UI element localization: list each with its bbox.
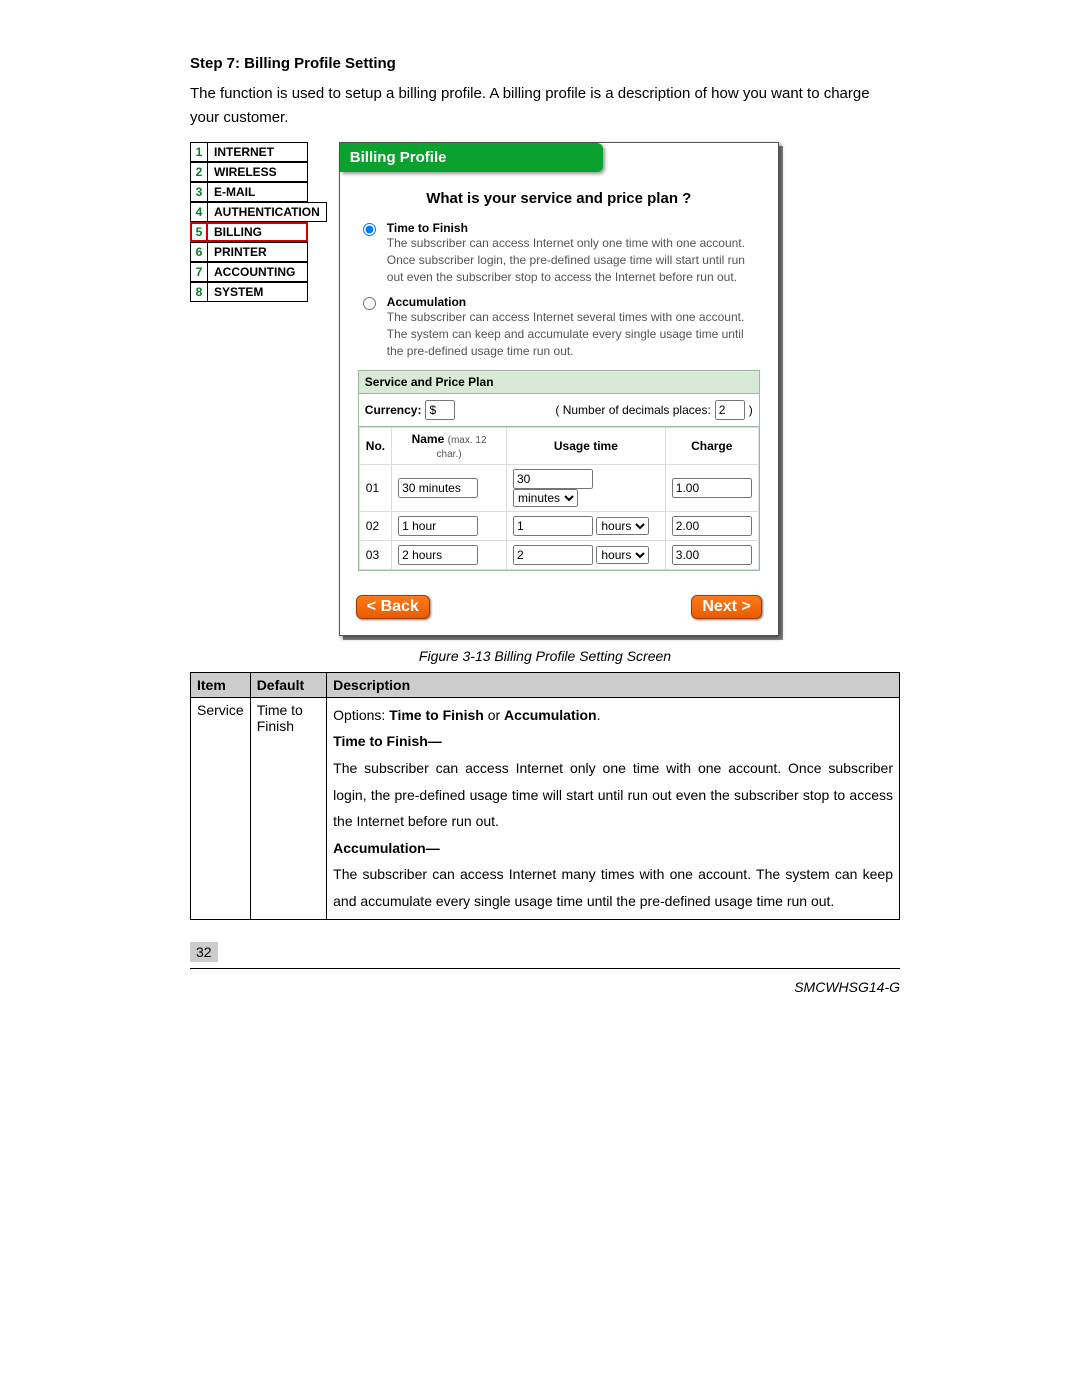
nav-item-internet[interactable]: 1INTERNET [190, 142, 327, 162]
col-no: No. [359, 427, 391, 464]
usage-unit-select[interactable]: minutes [513, 489, 578, 507]
col-default: Default [250, 672, 326, 697]
nav-number: 4 [190, 202, 208, 222]
description-table: Item Default Description Service Time to… [190, 672, 900, 920]
decimals-label-pre: ( Number of decimals places: [555, 403, 710, 417]
footer-model: SMCWHSG14-G [190, 968, 900, 995]
option-title: Time to Finish [387, 221, 760, 235]
charge-input[interactable] [672, 478, 752, 498]
panel-question: What is your service and price plan ? [358, 190, 760, 207]
nav-number: 3 [190, 182, 208, 202]
nav-label: SYSTEM [208, 282, 308, 302]
col-item: Item [191, 672, 251, 697]
nav-item-system[interactable]: 8SYSTEM [190, 282, 327, 302]
nav-item-authentication[interactable]: 4AUTHENTICATION [190, 202, 327, 222]
wizard-nav: 1INTERNET2WIRELESS3E-MAIL4AUTHENTICATION… [190, 142, 327, 302]
plan-row: 03 hours [359, 540, 758, 569]
screenshot: 1INTERNET2WIRELESS3E-MAIL4AUTHENTICATION… [190, 142, 900, 636]
col-charge: Charge [665, 427, 758, 464]
figure-caption: Figure 3-13 Billing Profile Setting Scre… [190, 648, 900, 664]
nav-number: 7 [190, 262, 208, 282]
col-description: Description [327, 672, 900, 697]
nav-number: 5 [190, 222, 208, 242]
currency-input[interactable] [425, 400, 455, 420]
billing-profile-panel: Billing Profile What is your service and… [339, 142, 779, 636]
option-title: Accumulation [387, 295, 760, 309]
col-name: Name (max. 12 char.) [392, 427, 507, 464]
nav-number: 6 [190, 242, 208, 262]
service-price-plan-section: Service and Price Plan Currency: ( Numbe… [358, 370, 760, 571]
row-no: 02 [359, 511, 391, 540]
plan-name-input[interactable] [398, 516, 478, 536]
usage-value-input[interactable] [513, 516, 593, 536]
panel-header: Billing Profile [340, 143, 603, 172]
step-title: Step 7: Billing Profile Setting [190, 55, 900, 72]
service-option: AccumulationThe subscriber can access In… [358, 295, 760, 359]
description-cell: Options: Time to Finish or Accumulation.… [327, 697, 900, 919]
plan-name-input[interactable] [398, 478, 478, 498]
section-title: Service and Price Plan [359, 371, 759, 394]
decimals-input[interactable] [715, 400, 745, 420]
service-radio[interactable] [363, 297, 376, 310]
nav-label: AUTHENTICATION [208, 202, 327, 222]
usage-value-input[interactable] [513, 469, 593, 489]
nav-number: 1 [190, 142, 208, 162]
service-option: Time to FinishThe subscriber can access … [358, 221, 760, 285]
decimals-label-post: ) [749, 403, 753, 417]
default-cell: Time to Finish [250, 697, 326, 919]
currency-label: Currency: [365, 403, 422, 417]
row-no: 01 [359, 464, 391, 511]
charge-input[interactable] [672, 545, 752, 565]
nav-item-printer[interactable]: 6PRINTER [190, 242, 327, 262]
usage-unit-select[interactable]: hours [596, 546, 649, 564]
plan-name-input[interactable] [398, 545, 478, 565]
charge-input[interactable] [672, 516, 752, 536]
col-usage: Usage time [507, 427, 666, 464]
plan-row: 02 hours [359, 511, 758, 540]
page-number: 32 [190, 942, 218, 962]
usage-value-input[interactable] [513, 545, 593, 565]
nav-item-e-mail[interactable]: 3E-MAIL [190, 182, 327, 202]
step-description: The function is used to setup a billing … [190, 82, 900, 130]
option-desc: The subscriber can access Internet only … [387, 235, 760, 285]
service-radio[interactable] [363, 223, 376, 236]
nav-label: E-MAIL [208, 182, 308, 202]
plan-table: No. Name (max. 12 char.) Usage time Char… [359, 427, 759, 570]
nav-label: WIRELESS [208, 162, 308, 182]
item-cell: Service [191, 697, 251, 919]
nav-item-accounting[interactable]: 7ACCOUNTING [190, 262, 327, 282]
nav-number: 8 [190, 282, 208, 302]
plan-row: 01 minutes [359, 464, 758, 511]
option-desc: The subscriber can access Internet sever… [387, 309, 760, 359]
nav-label: ACCOUNTING [208, 262, 308, 282]
nav-item-wireless[interactable]: 2WIRELESS [190, 162, 327, 182]
nav-number: 2 [190, 162, 208, 182]
row-no: 03 [359, 540, 391, 569]
nav-label: INTERNET [208, 142, 308, 162]
nav-item-billing[interactable]: 5BILLING [190, 222, 327, 242]
nav-label: BILLING [208, 222, 308, 242]
usage-unit-select[interactable]: hours [596, 517, 649, 535]
next-button[interactable]: Next > [691, 595, 761, 619]
back-button[interactable]: < Back [356, 595, 430, 619]
nav-label: PRINTER [208, 242, 308, 262]
